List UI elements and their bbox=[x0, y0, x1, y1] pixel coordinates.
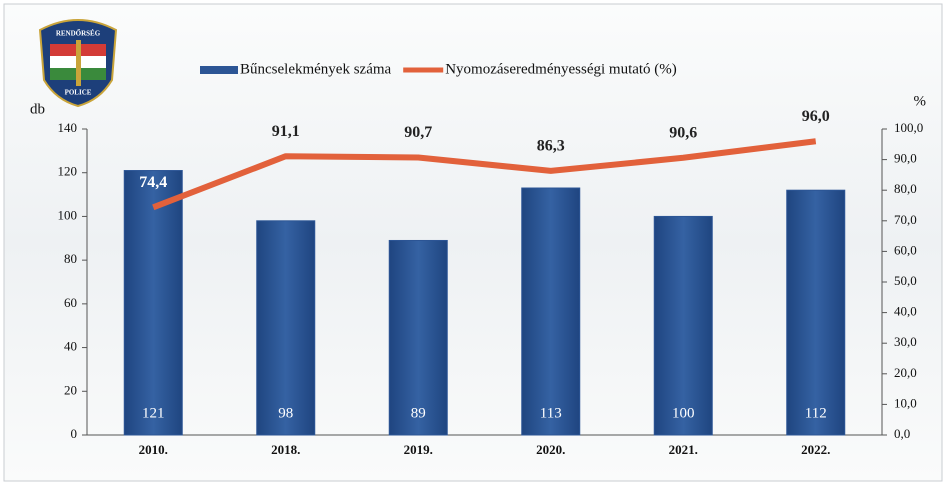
bar-value-label: 89 bbox=[411, 405, 426, 421]
bar bbox=[256, 220, 316, 436]
bar bbox=[123, 170, 183, 436]
line-value-label: 86,3 bbox=[537, 138, 565, 155]
y2-tick-label: 100,0 bbox=[894, 120, 923, 135]
x-tick-label: 2010. bbox=[139, 442, 168, 457]
y-axis-label: db bbox=[30, 101, 45, 117]
bar-value-label: 112 bbox=[805, 405, 827, 421]
y-tick-label: 100 bbox=[58, 207, 78, 222]
bar-value-label: 100 bbox=[672, 405, 695, 421]
y2-tick-label: 90,0 bbox=[894, 151, 917, 166]
sword bbox=[76, 40, 81, 86]
y2-axis-label: % bbox=[914, 93, 927, 109]
y2-tick-label: 30,0 bbox=[894, 334, 917, 349]
y2-tick-label: 70,0 bbox=[894, 212, 917, 227]
line-value-label: 96,0 bbox=[802, 108, 830, 125]
y-tick-label: 40 bbox=[64, 339, 77, 354]
legend-swatch bbox=[200, 66, 238, 74]
y2-tick-label: 40,0 bbox=[894, 304, 917, 319]
x-tick-label: 2021. bbox=[669, 442, 698, 457]
y2-tick-label: 50,0 bbox=[894, 273, 917, 288]
x-tick-label: 2018. bbox=[271, 442, 300, 457]
bar bbox=[786, 189, 846, 436]
y-tick-label: 0 bbox=[71, 426, 78, 441]
y2-tick-label: 0,0 bbox=[894, 426, 910, 441]
line-value-label: 74,4 bbox=[139, 174, 167, 191]
bar-value-label: 113 bbox=[540, 405, 562, 421]
bar bbox=[653, 215, 713, 436]
y-tick-label: 140 bbox=[58, 120, 78, 135]
bar bbox=[388, 239, 448, 436]
bar-value-label: 98 bbox=[278, 405, 293, 421]
x-tick-label: 2022. bbox=[801, 442, 830, 457]
y2-tick-label: 80,0 bbox=[894, 181, 917, 196]
y2-tick-label: 60,0 bbox=[894, 242, 917, 257]
y-tick-label: 20 bbox=[64, 382, 77, 397]
line-value-label: 90,7 bbox=[404, 124, 432, 141]
legend-label: Bűncselekmények száma bbox=[240, 61, 392, 77]
y2-tick-label: 20,0 bbox=[894, 365, 917, 380]
logo-bottom: POLICE bbox=[65, 89, 92, 97]
y-tick-label: 120 bbox=[58, 164, 78, 179]
bar bbox=[521, 187, 581, 436]
line-value-label: 90,6 bbox=[669, 124, 697, 141]
y2-tick-label: 10,0 bbox=[894, 395, 917, 410]
y-tick-label: 80 bbox=[64, 251, 77, 266]
x-tick-label: 2020. bbox=[536, 442, 565, 457]
line-value-label: 91,1 bbox=[272, 123, 300, 140]
bar-value-label: 121 bbox=[142, 405, 165, 421]
line bbox=[152, 138, 817, 211]
x-tick-label: 2019. bbox=[404, 442, 433, 457]
logo: RENDŐRSÉG POLICE bbox=[38, 19, 118, 108]
logo-top: RENDŐRSÉG bbox=[56, 30, 101, 38]
y-tick-label: 60 bbox=[64, 295, 77, 310]
legend-label: Nyomozáseredményességi mutató (%) bbox=[445, 61, 677, 77]
